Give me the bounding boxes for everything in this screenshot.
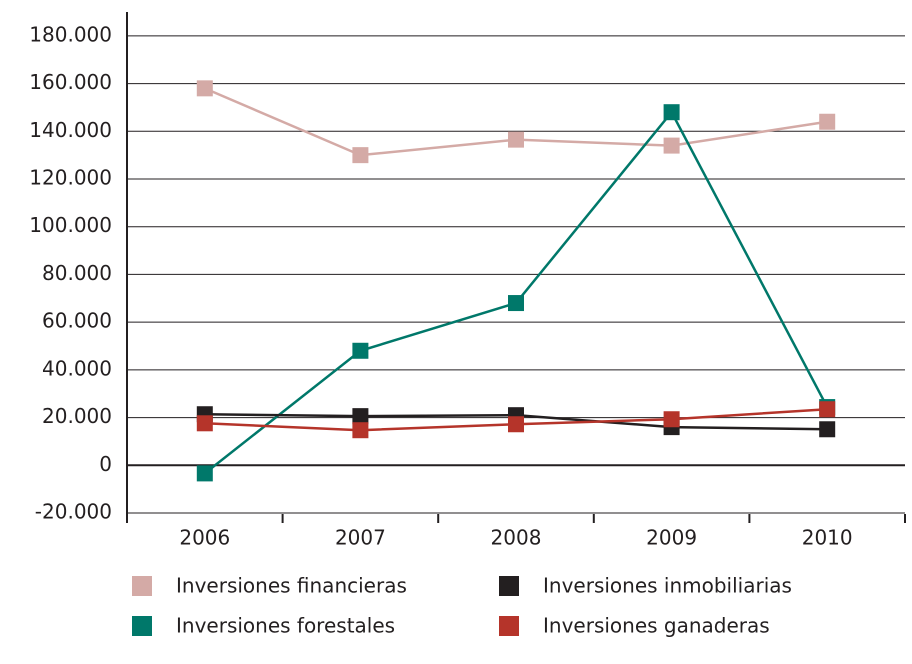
x-tick-label: 2008 bbox=[491, 526, 542, 550]
legend-swatch bbox=[499, 576, 519, 596]
point bbox=[819, 113, 836, 130]
x-tick-label: 2006 bbox=[179, 526, 230, 550]
x-tick-label: 2009 bbox=[646, 526, 697, 550]
point bbox=[352, 342, 369, 359]
legend-label: Inversiones financieras bbox=[176, 574, 407, 598]
point bbox=[663, 411, 680, 428]
y-tick-label: 20.000 bbox=[42, 404, 112, 428]
point bbox=[196, 80, 213, 97]
y-tick-label: 80.000 bbox=[42, 261, 112, 285]
point bbox=[663, 137, 680, 154]
point bbox=[196, 465, 213, 482]
legend-swatch bbox=[132, 616, 152, 636]
point bbox=[352, 408, 369, 425]
legend-label: Inversiones ganaderas bbox=[543, 614, 770, 638]
point bbox=[352, 147, 369, 164]
y-tick-label: 100.000 bbox=[29, 213, 112, 237]
y-tick-label: 60.000 bbox=[42, 309, 112, 333]
y-tick-label: -20.000 bbox=[35, 500, 112, 524]
x-tick-label: 2007 bbox=[335, 526, 386, 550]
point bbox=[663, 104, 680, 121]
legend-label: Inversiones inmobiliarias bbox=[543, 574, 792, 598]
point bbox=[508, 131, 524, 148]
point bbox=[196, 415, 213, 432]
y-tick-label: 180.000 bbox=[29, 22, 112, 46]
point bbox=[352, 422, 369, 439]
point bbox=[508, 416, 524, 433]
legend-label: Inversiones forestales bbox=[176, 614, 395, 638]
y-tick-label: 0 bbox=[99, 452, 112, 476]
point bbox=[819, 421, 836, 438]
y-tick-label: 40.000 bbox=[42, 356, 112, 380]
x-tick-label: 2010 bbox=[802, 526, 853, 550]
y-tick-label: 160.000 bbox=[29, 70, 112, 94]
legend-swatch bbox=[132, 576, 152, 596]
y-tick-label: 140.000 bbox=[29, 118, 112, 142]
point bbox=[819, 401, 836, 418]
legend-swatch bbox=[499, 616, 519, 636]
y-tick-label: 120.000 bbox=[29, 166, 112, 190]
point bbox=[508, 295, 524, 312]
